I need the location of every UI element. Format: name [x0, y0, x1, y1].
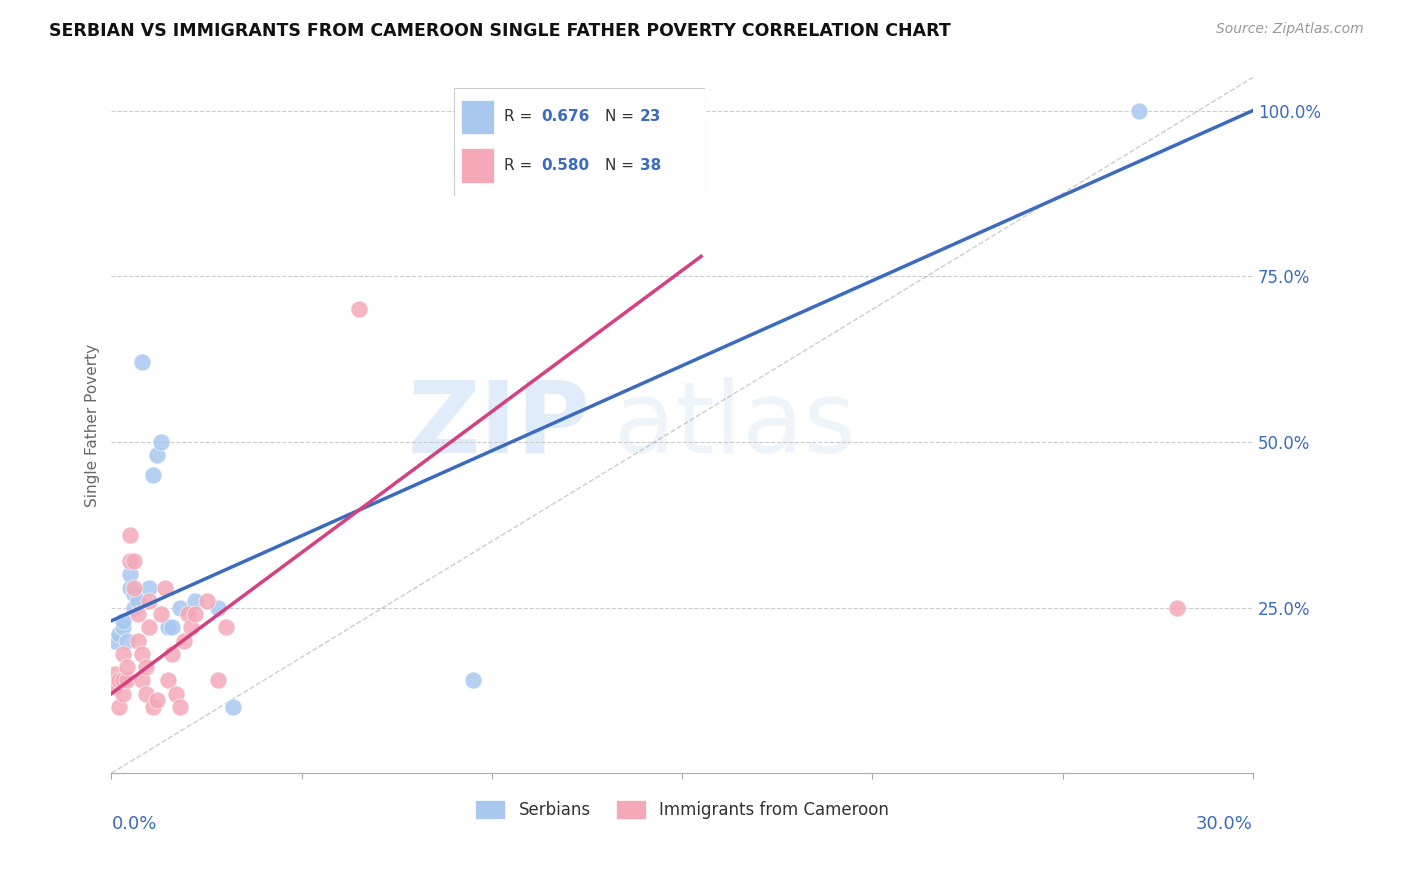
- Point: [1166, 600, 1188, 615]
- Legend: Serbians, Immigrants from Cameroon: Serbians, Immigrants from Cameroon: [467, 791, 897, 828]
- Point: [115, 673, 138, 688]
- Point: [169, 600, 191, 615]
- Point: [176, 607, 198, 622]
- Point: [111, 614, 134, 628]
- Point: [195, 594, 218, 608]
- Point: [135, 687, 157, 701]
- Point: [169, 700, 191, 714]
- Point: [142, 700, 165, 714]
- Point: [157, 620, 180, 634]
- Point: [127, 594, 149, 608]
- Point: [131, 647, 153, 661]
- Point: [138, 581, 160, 595]
- Point: [135, 660, 157, 674]
- Point: [111, 647, 134, 661]
- Point: [142, 468, 165, 483]
- Point: [111, 620, 134, 634]
- Point: [162, 647, 184, 661]
- Point: [111, 687, 134, 701]
- Point: [149, 607, 172, 622]
- Point: [108, 700, 131, 714]
- Point: [149, 434, 172, 449]
- Point: [157, 673, 180, 688]
- Point: [214, 620, 236, 634]
- Point: [104, 666, 127, 681]
- Text: 0.0%: 0.0%: [111, 815, 157, 833]
- Point: [122, 600, 145, 615]
- Point: [153, 581, 176, 595]
- Text: SERBIAN VS IMMIGRANTS FROM CAMEROON SINGLE FATHER POVERTY CORRELATION CHART: SERBIAN VS IMMIGRANTS FROM CAMEROON SING…: [49, 22, 950, 40]
- Point: [138, 594, 160, 608]
- Point: [165, 687, 187, 701]
- Point: [184, 594, 207, 608]
- Point: [207, 673, 229, 688]
- Y-axis label: Single Father Poverty: Single Father Poverty: [86, 343, 100, 507]
- Point: [120, 527, 142, 541]
- Point: [120, 581, 142, 595]
- Point: [104, 633, 127, 648]
- Point: [138, 620, 160, 634]
- Text: atlas: atlas: [613, 376, 855, 474]
- Point: [222, 700, 245, 714]
- Point: [122, 554, 145, 568]
- Point: [146, 448, 169, 462]
- Point: [120, 554, 142, 568]
- Point: [120, 567, 142, 582]
- Point: [146, 693, 169, 707]
- Point: [122, 587, 145, 601]
- Point: [461, 673, 484, 688]
- Text: 30.0%: 30.0%: [1197, 815, 1253, 833]
- Point: [1128, 103, 1150, 118]
- Point: [180, 620, 202, 634]
- Point: [347, 302, 370, 317]
- Point: [131, 355, 153, 369]
- Text: Source: ZipAtlas.com: Source: ZipAtlas.com: [1216, 22, 1364, 37]
- Point: [173, 633, 195, 648]
- Point: [108, 627, 131, 641]
- Text: ZIP: ZIP: [408, 376, 591, 474]
- Point: [115, 660, 138, 674]
- Point: [127, 607, 149, 622]
- Point: [108, 673, 131, 688]
- Point: [162, 620, 184, 634]
- Point: [127, 633, 149, 648]
- Point: [131, 673, 153, 688]
- Point: [104, 680, 127, 694]
- Point: [111, 673, 134, 688]
- Point: [115, 633, 138, 648]
- Point: [184, 607, 207, 622]
- Point: [122, 581, 145, 595]
- Point: [207, 600, 229, 615]
